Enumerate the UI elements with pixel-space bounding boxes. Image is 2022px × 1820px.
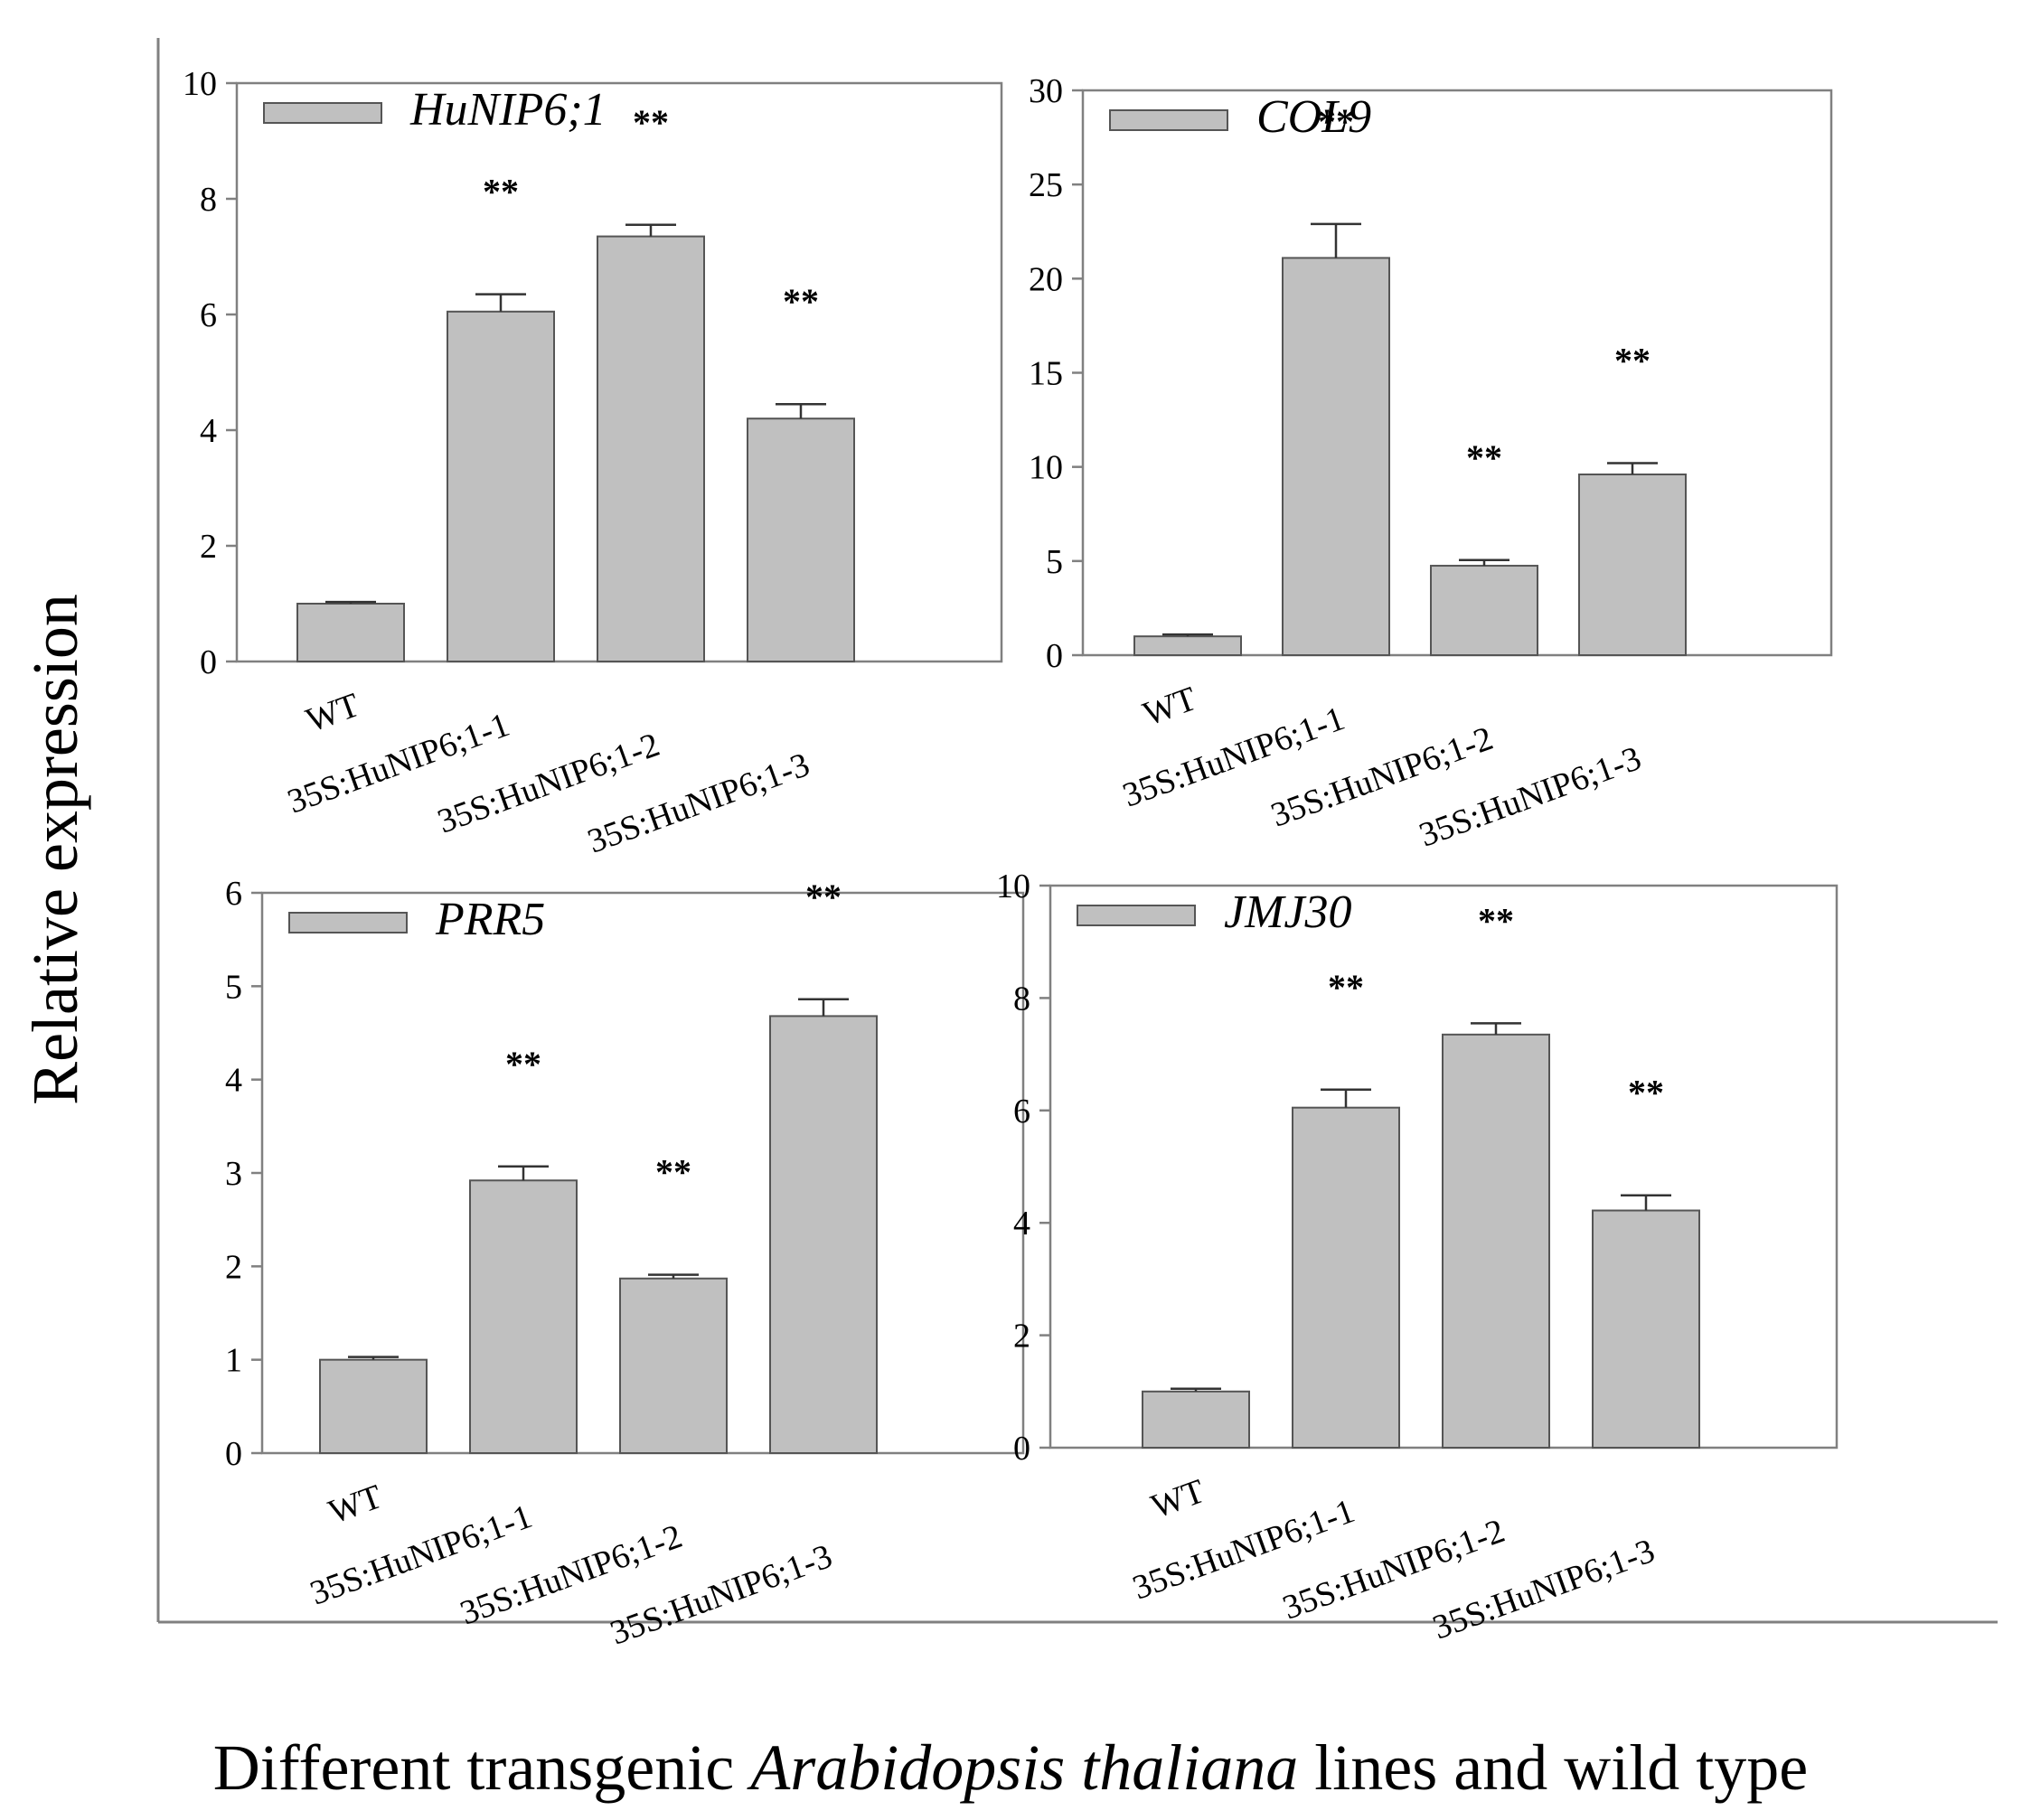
bar: [1442, 1033, 1550, 1449]
y-axis-label: Relative expression: [19, 594, 91, 1105]
bar: [619, 1277, 728, 1455]
bar: [597, 235, 705, 662]
y-tick-label: 4: [200, 412, 217, 450]
y-tick-label: 1: [225, 1342, 242, 1380]
bar: [469, 1179, 578, 1455]
significance-mark: **: [805, 877, 842, 917]
bar: [1282, 257, 1390, 656]
y-tick-label: 0: [225, 1435, 242, 1473]
significance-mark: **: [633, 102, 669, 143]
y-tick-label: 6: [200, 296, 217, 334]
chart-panel-3: 0123456WT**35S:HuNIP6;1-1**35S:HuNIP6;1-…: [225, 875, 1025, 1653]
y-tick-label: 30: [1029, 72, 1063, 110]
y-tick-label: 4: [225, 1062, 242, 1100]
y-tick-label: 0: [1046, 637, 1063, 675]
y-tick-label: 10: [996, 868, 1030, 905]
x-axis-label: Different transgenic Arabidopsis thalian…: [213, 1731, 1808, 1804]
bar: [319, 1358, 428, 1454]
y-tick-label: 5: [225, 968, 242, 1006]
significance-mark: **: [655, 1152, 691, 1193]
legend-swatch: [1109, 109, 1228, 131]
bar: [747, 417, 855, 662]
bar: [1133, 635, 1242, 657]
legend-swatch: [1077, 905, 1196, 926]
legend-label: PRR5: [435, 894, 545, 945]
y-tick-label: 0: [200, 643, 217, 681]
chart-panels: 0246810WT**35S:HuNIP6;1-1**35S:HuNIP6;1-…: [183, 65, 1839, 1653]
y-tick-label: 2: [225, 1248, 242, 1286]
bar: [1142, 1390, 1250, 1449]
significance-mark: **: [1478, 900, 1514, 941]
x-axis-label-prefix: Different transgenic: [213, 1731, 750, 1804]
legend-label: COL9: [1256, 91, 1371, 143]
bar: [1430, 565, 1538, 657]
significance-mark: **: [1328, 967, 1364, 1008]
y-tick-label: 10: [183, 65, 217, 103]
bar: [1292, 1106, 1400, 1449]
bar: [769, 1015, 878, 1455]
x-category-label: WT: [1138, 680, 1201, 734]
bar: [1578, 474, 1687, 656]
x-axis-label-suffix: lines and wild type: [1298, 1731, 1808, 1804]
legend-label: JMJ30: [1224, 887, 1351, 938]
significance-mark: **: [1628, 1073, 1664, 1113]
legend-label: HuNIP6;1: [409, 84, 607, 136]
chart-panel-1: 0246810WT**35S:HuNIP6;1-1**35S:HuNIP6;1-…: [183, 65, 1003, 861]
y-tick-label: 2: [1013, 1318, 1030, 1356]
x-category-label: WT: [301, 686, 364, 740]
y-tick-label: 6: [1013, 1093, 1030, 1130]
legend-swatch: [288, 912, 408, 933]
bar: [296, 603, 405, 662]
x-axis-label-species: Arabidopsis thaliana: [747, 1731, 1298, 1804]
significance-mark: **: [1614, 341, 1651, 381]
significance-mark: **: [505, 1044, 541, 1084]
x-category-label: WT: [1146, 1472, 1209, 1526]
significance-mark: **: [1466, 437, 1502, 478]
y-tick-label: 15: [1029, 355, 1063, 393]
y-tick-label: 3: [225, 1155, 242, 1193]
y-tick-label: 20: [1029, 260, 1063, 298]
y-tick-label: 4: [1013, 1205, 1030, 1243]
bar: [447, 310, 555, 662]
significance-mark: **: [483, 172, 519, 212]
y-tick-label: 0: [1013, 1430, 1030, 1468]
x-category-label: WT: [324, 1478, 387, 1532]
significance-mark: **: [1318, 101, 1354, 142]
y-tick-label: 2: [200, 528, 217, 566]
y-tick-label: 5: [1046, 543, 1063, 581]
chart-panel-2: 051015202530WT**35S:HuNIP6;1-1**35S:HuNI…: [1029, 72, 1833, 855]
y-tick-label: 10: [1029, 449, 1063, 487]
y-tick-label: 25: [1029, 166, 1063, 204]
y-tick-label: 8: [1013, 980, 1030, 1018]
bar: [1592, 1209, 1700, 1449]
y-tick-label: 8: [200, 181, 217, 219]
y-tick-label: 6: [225, 875, 242, 913]
legend-swatch: [263, 102, 382, 124]
chart-panel-4: 0246810WT**35S:HuNIP6;1-1**35S:HuNIP6;1-…: [996, 868, 1839, 1647]
significance-mark: **: [783, 281, 819, 322]
